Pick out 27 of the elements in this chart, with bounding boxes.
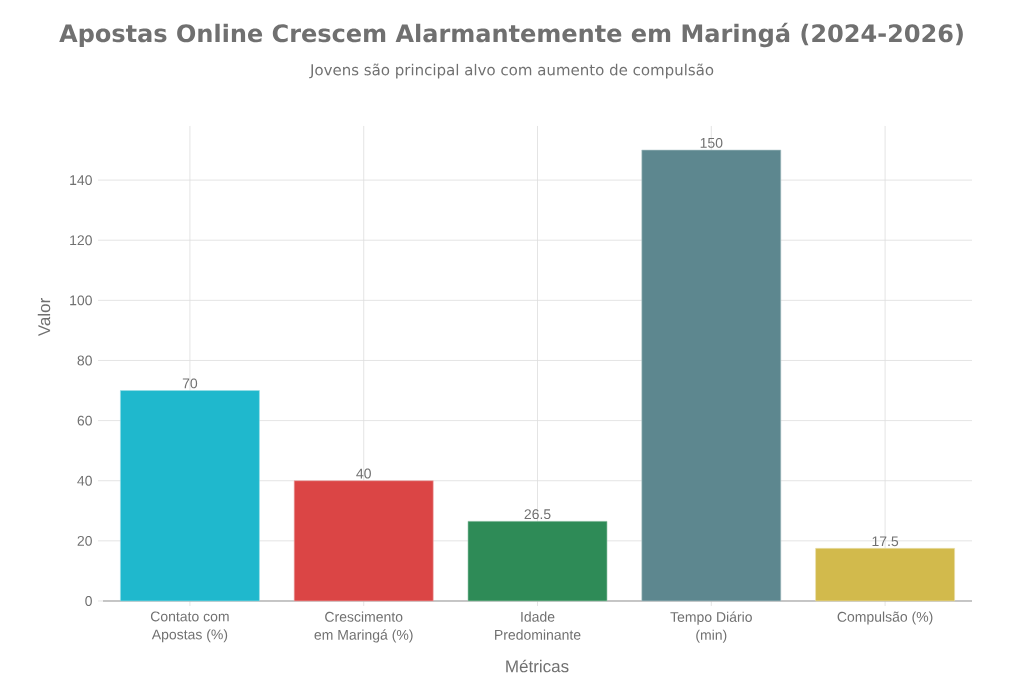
data-label: 70 [182,378,198,389]
x-tick-label: Tempo Diário (min) [670,611,752,643]
data-label: 150 [700,137,723,148]
y-tick-label: 0 [85,596,92,606]
y-tick-label: 80 [77,355,92,366]
x-tick-label: Compulsão (%) [837,611,933,625]
bar [641,149,782,602]
bar [467,521,608,602]
y-tick-label: 100 [70,295,92,306]
bar [815,548,955,602]
y-tick-label: 120 [70,235,92,246]
y-axis-title: Valor [37,298,51,337]
data-label: 17.5 [872,536,899,547]
y-tick-label: 140 [70,175,92,186]
bar [120,390,260,602]
bar [293,480,434,602]
y-tick-label: 40 [77,475,92,486]
data-label: 26.5 [524,509,551,520]
y-tick-label: 20 [77,535,92,546]
x-tick-label: Crescimento em Maringá (%) [314,611,413,643]
x-tick-label: Idade Predominante [495,611,581,640]
x-tick-label: Contato com Apostas (%) [150,611,229,643]
data-label: 40 [356,468,371,479]
chart-subtitle: Jovens são principal alvo com aumento de compulsão [309,63,714,79]
x-axis-title: Métricas [506,659,569,673]
chart-title: Apostas Online Crescem Alarmantemente em Maringá (2024-2026) [59,22,963,48]
y-tick-label: 60 [77,415,92,426]
